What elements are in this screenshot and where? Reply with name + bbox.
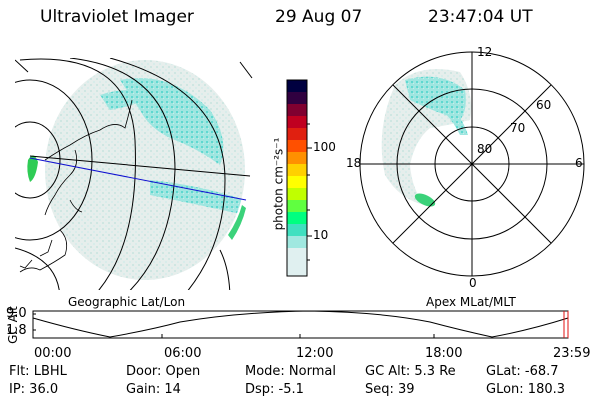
ip-value: IP: 36.0 [9, 382, 59, 397]
geographic-map-panel [15, 58, 253, 290]
aurora-oval-bright [120, 78, 224, 165]
apex-aurora-spot [414, 193, 436, 207]
apex-panel-label: Apex MLat/MLT [426, 295, 516, 309]
instrument-title: Ultraviolet Imager [40, 7, 194, 27]
mlat-label-60: 60 [536, 98, 552, 112]
colorbar-unit-label: photon cm⁻²s⁻¹ [271, 137, 286, 231]
geo-panel-label: Geographic Lat/Lon [68, 295, 186, 309]
filter-value: Flt: LBHL [9, 364, 67, 379]
glat-value: GLat: -68.7 [486, 364, 559, 379]
altitude-ytick-1.8: 1.8 [6, 323, 27, 338]
mode-value: Mode: Normal [245, 364, 336, 379]
time-tick-0000: 00:00 [34, 346, 72, 361]
altitude-ytick-9: 9.0 [6, 306, 27, 321]
mlat-label-70: 70 [510, 121, 526, 135]
door-value: Door: Open [126, 364, 201, 379]
colorbar [286, 79, 312, 277]
time-tick-1200: 12:00 [296, 346, 334, 361]
aurora-spot-green [27, 155, 38, 182]
time-tick-1800: 18:00 [425, 346, 463, 361]
mlt-label-0: 0 [469, 276, 477, 290]
apex-polar-panel [359, 51, 585, 277]
aurora-edge-green [228, 205, 246, 240]
mlt-label-6: 6 [575, 156, 583, 170]
gain-value: Gain: 14 [126, 382, 181, 397]
glon-value: GLon: 180.3 [486, 382, 566, 397]
gc-alt-value: GC Alt: 5.3 Re [365, 364, 456, 379]
mlt-label-12: 12 [477, 45, 493, 59]
observation-time: 23:47:04 UT [428, 7, 533, 27]
time-tick-0600: 06:00 [164, 346, 202, 361]
observation-date: 29 Aug 07 [275, 7, 363, 27]
time-tick-2359: 23:59 [553, 346, 591, 361]
seq-value: Seq: 39 [365, 382, 415, 397]
dsp-value: Dsp: -5.1 [245, 382, 304, 397]
horizon-line [29, 155, 251, 177]
colorbar-tick-10: 10 [313, 228, 329, 242]
mlt-label-18: 18 [346, 156, 362, 170]
altitude-curve [32, 310, 569, 338]
satellite-track-line [29, 157, 247, 201]
colorbar-tick-100: 100 [313, 140, 336, 154]
altitude-plot [32, 310, 569, 339]
mlat-label-80: 80 [477, 142, 493, 156]
